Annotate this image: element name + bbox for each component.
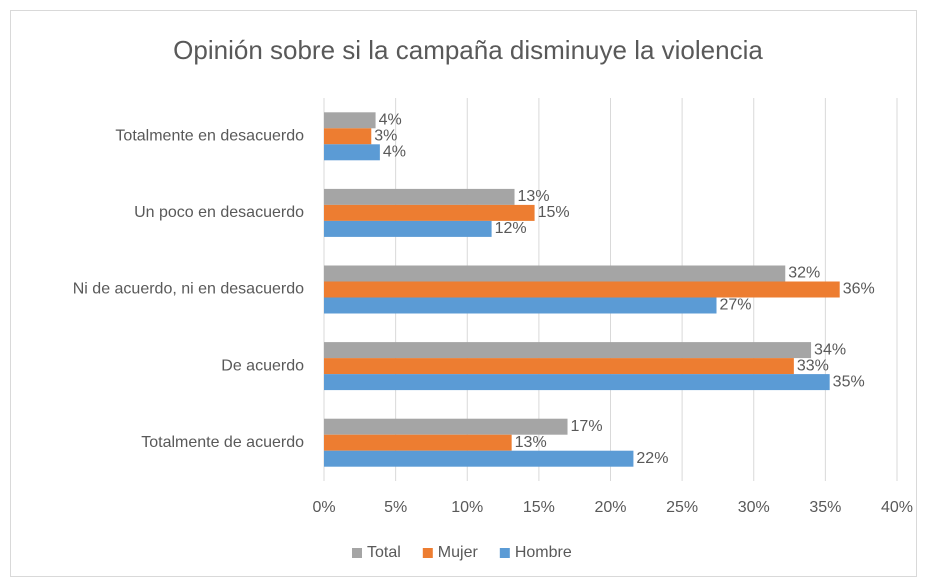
value-label: 17% — [571, 418, 603, 435]
x-tick-label: 5% — [384, 499, 407, 516]
value-label: 13% — [518, 188, 550, 205]
x-tick-label: 40% — [881, 499, 913, 516]
bar — [324, 358, 794, 375]
x-tick-label: 20% — [594, 499, 626, 516]
value-label: 22% — [636, 450, 668, 467]
bar — [324, 128, 372, 145]
bar — [324, 342, 812, 359]
bar — [324, 297, 717, 314]
legend-label: Mujer — [438, 544, 479, 561]
legend-label: Hombre — [515, 544, 572, 561]
value-label: 34% — [814, 341, 846, 358]
bar — [324, 374, 830, 391]
bar — [324, 450, 634, 467]
y-tick-label: Un poco en desacuerdo — [134, 204, 304, 221]
value-label: 36% — [843, 281, 875, 298]
bar — [324, 265, 786, 282]
value-label: 3% — [374, 128, 397, 145]
x-tick-label: 35% — [809, 499, 841, 516]
value-label: 15% — [538, 204, 570, 221]
chart-title: Opinión sobre si la campaña disminuye la… — [173, 35, 763, 65]
value-label: 4% — [383, 144, 406, 161]
y-tick-label: De acuerdo — [221, 357, 304, 374]
y-tick-label: Totalmente de acuerdo — [141, 434, 304, 451]
y-tick-label: Totalmente en desacuerdo — [115, 128, 304, 145]
value-label: 33% — [797, 357, 829, 374]
bar — [324, 204, 535, 221]
bar — [324, 418, 568, 435]
y-tick-label: Ni de acuerdo, ni en desacuerdo — [73, 281, 304, 298]
x-tick-label: 0% — [312, 499, 335, 516]
bar — [324, 144, 380, 161]
bar — [324, 281, 840, 298]
x-tick-label: 30% — [738, 499, 770, 516]
value-label: 27% — [720, 297, 752, 314]
legend-swatch — [422, 548, 433, 558]
bar — [324, 112, 376, 129]
bar — [324, 188, 515, 205]
value-label: 13% — [515, 434, 547, 451]
legend-swatch — [499, 548, 510, 558]
x-tick-label: 25% — [666, 499, 698, 516]
value-label: 4% — [379, 112, 402, 129]
x-tick-label: 15% — [523, 499, 555, 516]
value-label: 32% — [788, 265, 820, 282]
legend-swatch — [352, 548, 362, 558]
bar — [324, 220, 492, 237]
value-label: 35% — [833, 373, 865, 390]
legend-label: Total — [367, 544, 401, 561]
x-tick-label: 10% — [451, 499, 483, 516]
bar — [324, 434, 512, 451]
value-label: 12% — [495, 220, 527, 237]
